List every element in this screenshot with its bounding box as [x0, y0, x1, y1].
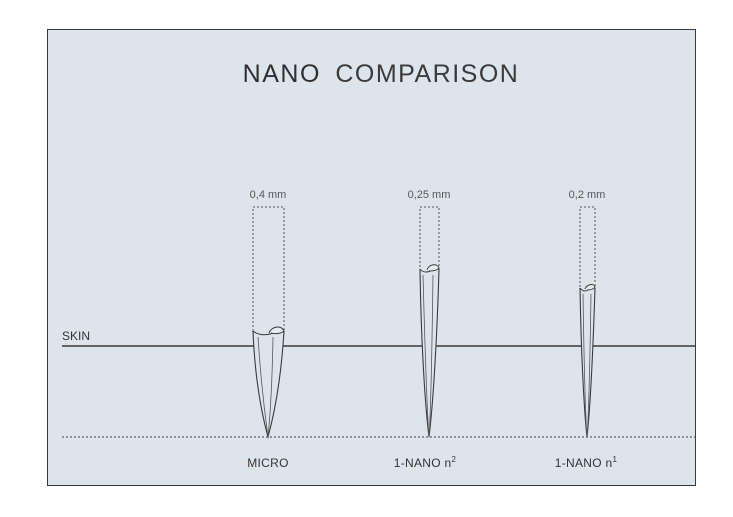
needle-nano-n2: 0,25 mm 1-NANO n2 [394, 189, 457, 470]
needle-shape-micro [252, 326, 285, 440]
title-bold: NANO [243, 60, 321, 88]
needle-superscript-nano-n2: 2 [452, 455, 457, 464]
needle-name-nano-n2: 1-NANO n [394, 456, 452, 470]
needle-shape-nano-n2 [419, 264, 440, 438]
skin-label: SKIN [62, 329, 90, 343]
diameter-label-nano-n1: 0,2 mm [569, 189, 606, 201]
needle-name-micro: MICRO [247, 456, 289, 470]
diameter-label-nano-n2: 0,25 mm [408, 189, 451, 201]
needle-micro: 0,4 mm MICRO [247, 189, 289, 470]
needle-nano-n1: 0,2 mm 1-NANO n1 [555, 189, 618, 470]
needle-name-nano-n1: 1-NANO n [555, 456, 613, 470]
diameter-box-micro [252, 206, 285, 333]
needle-superscript-nano-n1: 1 [613, 455, 618, 464]
needle-label-micro: MICRO [247, 456, 289, 470]
diagram-title: NANO COMPARISON [243, 60, 520, 88]
diameter-box-nano-n2 [419, 206, 440, 273]
title-light: COMPARISON [335, 60, 519, 88]
diameter-label-micro: 0,4 mm [250, 189, 287, 201]
needle-label-nano-n2: 1-NANO n2 [394, 455, 457, 470]
needle-label-nano-n1: 1-NANO n1 [555, 455, 618, 470]
needle-shape-nano-n1 [579, 284, 596, 438]
diameter-box-nano-n1 [579, 206, 596, 291]
